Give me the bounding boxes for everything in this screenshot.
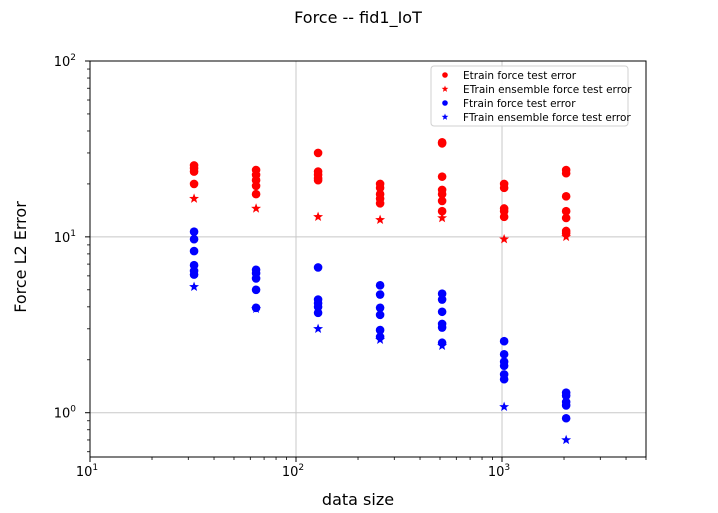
star-point [189, 281, 200, 292]
scatter-point [561, 401, 571, 410]
scatter-point [437, 307, 447, 317]
series-3 [189, 227, 571, 423]
scatter-point [437, 295, 447, 304]
scatter-point [251, 181, 261, 191]
plot-frame [89, 60, 647, 458]
legend-entry-2: ETrain ensemble force test error [463, 84, 632, 96]
scatter-point [499, 336, 509, 346]
scatter-point [189, 227, 199, 236]
y-axis-label: Force L2 Error [11, 201, 30, 313]
scatter-point [189, 246, 199, 256]
legend-entry-3: Ftrain force test error [463, 98, 576, 110]
scatter-point [499, 374, 509, 384]
star-point [189, 193, 200, 203]
star-point [437, 340, 448, 351]
scatter-point [189, 270, 199, 279]
scatter-point [561, 206, 571, 216]
legend-entry-1: Etrain force test error [463, 70, 577, 82]
x-tick-label: 102 [282, 463, 304, 480]
scatter-point [251, 285, 261, 295]
legend-marker-3 [442, 100, 448, 106]
star-point [561, 434, 572, 445]
y-tick-label: 102 [54, 53, 76, 70]
star-point [313, 323, 324, 334]
legend-marker-1 [442, 72, 448, 78]
x-tick-label: 101 [76, 463, 98, 480]
star-point [561, 231, 572, 242]
legend: Etrain force test error ETrain ensemble f… [430, 65, 632, 127]
y-tick-label-exponent: 1 [70, 229, 76, 239]
scatter-point [313, 175, 323, 185]
y-tick-label: 101 [54, 229, 76, 246]
legend-entry-4: FTrain ensemble force test error [463, 112, 631, 124]
scatter-point [375, 310, 385, 320]
legend-box [430, 65, 629, 127]
star-point [375, 214, 386, 225]
scatter-point [561, 391, 571, 400]
scatter-point [189, 179, 199, 189]
series-4 [189, 281, 572, 445]
scatter-point [437, 323, 447, 332]
star-point [499, 233, 510, 244]
x-tick-label-exponent: 3 [504, 463, 510, 473]
legend-marker-4 [441, 113, 449, 120]
series-1 [189, 137, 571, 238]
scatter-point [375, 290, 385, 299]
scatter-point [499, 349, 509, 359]
scatter-point [251, 189, 261, 199]
y-tick-label: 100 [54, 405, 77, 422]
scatter-point [313, 148, 323, 158]
data-marks [189, 137, 572, 445]
star-point [499, 401, 510, 412]
star-point [251, 203, 262, 213]
scatter-point [437, 206, 447, 216]
scatter-point [437, 196, 447, 206]
scatter-point [251, 274, 261, 283]
star-point [437, 212, 448, 223]
scatter-point [499, 183, 509, 193]
scatter-point [313, 308, 323, 318]
scatter-point [561, 213, 571, 223]
y-tick-label-exponent: 0 [70, 405, 76, 415]
x-axis-label: data size [322, 490, 394, 509]
x-tick-label-exponent: 1 [92, 463, 98, 473]
scatter-point [189, 167, 199, 176]
x-tick-label: 103 [488, 463, 510, 480]
star-point [251, 303, 262, 313]
star-point [313, 211, 324, 222]
legend-marker-2 [441, 85, 449, 92]
star-point [375, 334, 386, 344]
scatter-point [189, 234, 199, 244]
scatter-point [313, 263, 323, 272]
scatter-point [561, 192, 571, 201]
y-tick-label-exponent: 2 [70, 53, 76, 63]
x-tick-label-exponent: 2 [298, 463, 304, 473]
series-2 [189, 193, 572, 244]
scatter-point [561, 168, 571, 178]
scatter-point [375, 183, 385, 193]
scatter-point [375, 199, 385, 208]
scatter-point [437, 139, 447, 148]
chart-title: Force -- fid1_IoT [294, 8, 422, 28]
scatter-point [375, 325, 385, 335]
scatter-point [375, 303, 385, 313]
scatter-point [561, 413, 571, 423]
scatter-point [375, 281, 385, 290]
scatter-point [437, 189, 447, 199]
scatter-point [437, 172, 447, 181]
scatter-point [313, 302, 323, 312]
scatter-point [499, 212, 509, 222]
scatter-point [499, 361, 509, 371]
